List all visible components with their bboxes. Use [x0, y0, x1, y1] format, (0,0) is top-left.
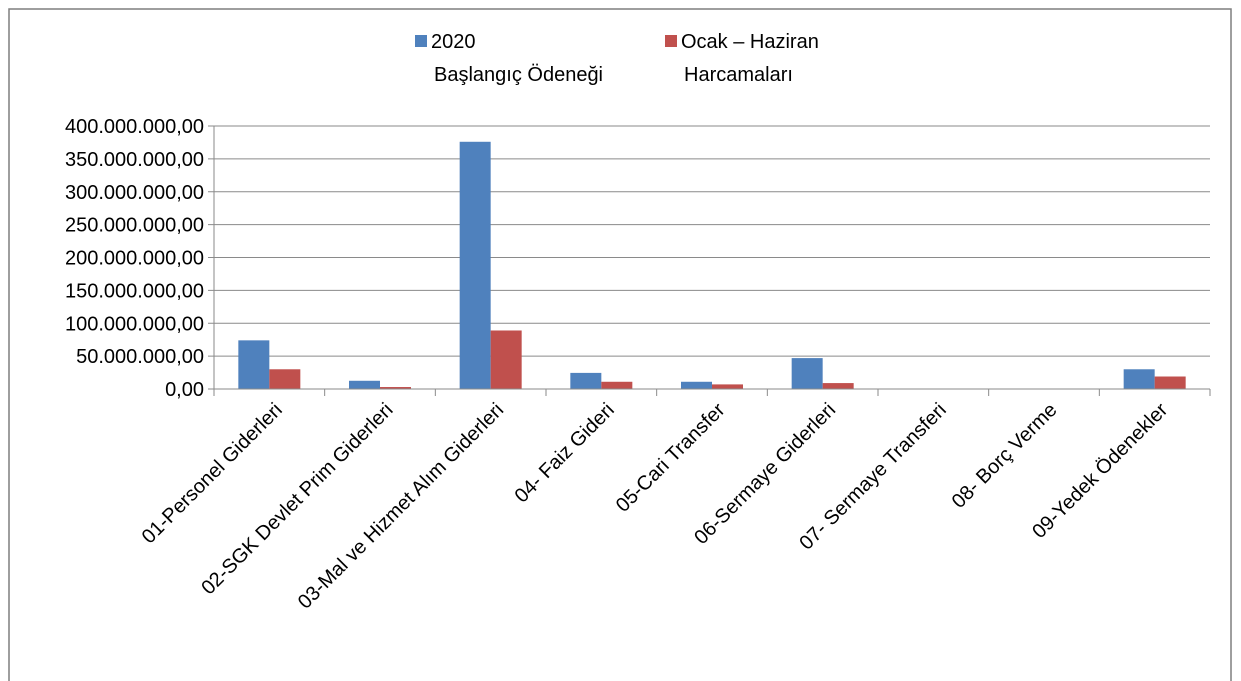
bar: [822, 383, 854, 389]
y-tick-label: 50.000.000,00: [76, 346, 204, 368]
legend-label: Başlangıç Ödeneği: [434, 64, 603, 86]
y-tick-label: 400.000.000,00: [65, 116, 204, 138]
gridlines: [214, 125, 1210, 357]
bar: [601, 381, 633, 389]
y-tick-label: 100.000.000,00: [65, 313, 204, 335]
bar: [349, 380, 380, 389]
bar: [269, 369, 301, 389]
bar: [238, 340, 270, 389]
bar: [490, 330, 522, 389]
y-tick-label: 0,00: [165, 379, 204, 401]
y-tick-label: 300.000.000,00: [65, 182, 204, 204]
legend-swatch: [415, 35, 427, 47]
y-tick-label: 350.000.000,00: [65, 149, 204, 171]
y-tick-label: 200.000.000,00: [65, 248, 204, 270]
bar: [1154, 376, 1186, 389]
legend-label: 2020: [431, 31, 476, 53]
legend-label: Ocak – Haziran: [681, 31, 819, 53]
legend-label: Harcamaları: [684, 64, 793, 86]
y-tick-labels: 0,00 50.000.000,00 100.000.000,00 150.000.0…: [65, 116, 204, 401]
bar: [459, 141, 491, 389]
legend: 2020 Başlangıç Ödeneği Ocak – Haziran Harca…: [415, 31, 819, 86]
legend-swatch: [665, 35, 677, 47]
bar: [570, 372, 602, 389]
bar: [681, 381, 712, 389]
chart-border: [8, 8, 1232, 681]
bar: [712, 384, 743, 389]
bar: [791, 358, 823, 389]
y-tick-label: 250.000.000,00: [65, 215, 204, 237]
y-tick-label: 150.000.000,00: [65, 280, 204, 302]
bars: [238, 141, 1186, 389]
bar: [1123, 369, 1155, 389]
axes: [208, 125, 1211, 396]
bar: [380, 387, 411, 389]
